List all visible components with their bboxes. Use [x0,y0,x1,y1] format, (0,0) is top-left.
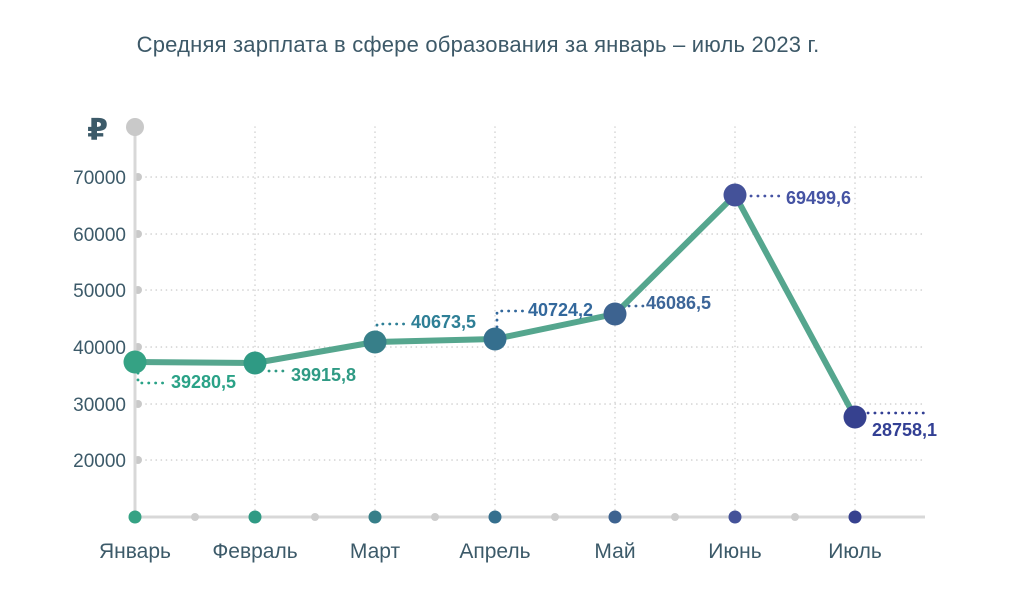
data-point [603,302,627,326]
currency-symbol: ₽ [87,114,108,147]
x-axis-month-label: Июнь [708,540,761,563]
data-point-value-label: 69499,6 [786,188,851,208]
x-axis-mid-dot [311,513,319,521]
y-tick-label: 30000 [73,395,126,416]
data-point [483,327,507,351]
data-point [843,405,867,429]
x-axis-month-dot [608,510,622,524]
x-axis-month-dot [128,510,142,524]
x-axis-mid-dot [551,513,559,521]
x-axis-month-dot [728,510,742,524]
data-point-value-label: 39915,8 [291,365,356,385]
x-axis-month-dot [488,510,502,524]
y-tick-label: 70000 [73,168,126,189]
x-axis-mid-dot [671,513,679,521]
data-point [363,330,387,354]
y-tick-label: 20000 [73,451,126,472]
y-axis-top-cap [126,118,144,136]
data-point-value-label: 40724,2 [528,300,593,320]
x-axis-month-dot [368,510,382,524]
x-axis-month-dot [248,510,262,524]
data-point [723,183,747,207]
y-tick-label: 60000 [73,225,126,246]
data-point-value-label: 39280,5 [171,372,236,392]
chart-title: Средняя зарплата в сфере образования за … [136,32,820,57]
x-axis-month-label: Июль [828,540,882,563]
x-axis-month-label: Январь [99,540,171,563]
x-axis-month-label: Февраль [212,540,297,563]
x-axis-mid-dot [431,513,439,521]
label-leader-line [136,371,167,385]
label-leader-line [375,322,408,334]
data-point-value-label: 28758,1 [872,420,937,440]
x-axis-month-label: Апрель [459,540,530,563]
data-point-value-label: 40673,5 [411,312,476,332]
y-tick-label: 40000 [73,338,126,359]
y-tick-label: 50000 [73,281,126,302]
x-axis-mid-dot [791,513,799,521]
x-axis-month-label: Май [594,540,635,563]
data-point [123,350,147,374]
x-axis-month-dot [848,510,862,524]
x-axis-month-label: Март [350,540,401,563]
x-axis-mid-dot [191,513,199,521]
data-point [243,351,267,375]
data-point-value-label: 46086,5 [646,293,711,313]
label-leader-line [495,309,526,329]
